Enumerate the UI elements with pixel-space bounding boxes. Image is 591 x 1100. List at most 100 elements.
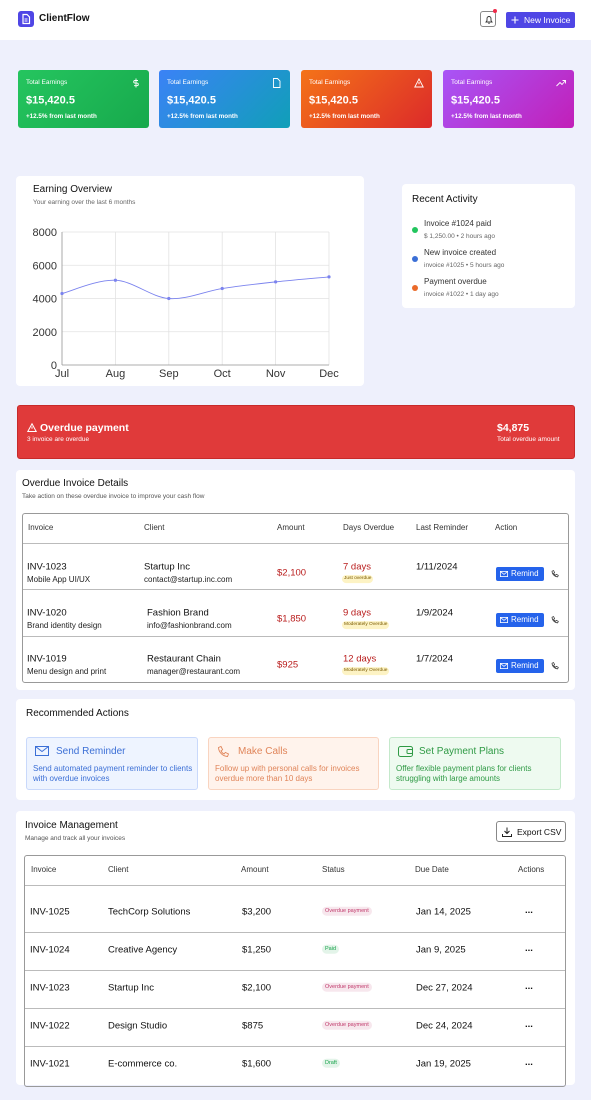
stat-change: +12.5% from last month xyxy=(167,112,238,120)
mail-icon xyxy=(500,571,508,577)
data-point xyxy=(220,286,224,291)
stat-value: $15,420.5 xyxy=(309,94,358,107)
y-tick-label: 8000 xyxy=(33,227,57,239)
section-subtitle: Manage and track all your invoices xyxy=(25,834,126,842)
row-actions[interactable]: ... xyxy=(525,943,533,954)
row-actions[interactable]: ... xyxy=(525,1019,533,1030)
client-name: Startup Inc xyxy=(108,982,154,994)
days-overdue: 7 days xyxy=(343,561,371,573)
overdue-badge: Just overdue xyxy=(342,575,374,583)
stat-card: Total Earnings $15,420.5 +12.5% from last … xyxy=(18,70,149,128)
phone-icon xyxy=(551,570,559,578)
column-header: Client xyxy=(144,523,165,532)
activity-detail: invoice #1025 • 5 hours ago xyxy=(424,261,505,269)
activity-text: New invoice created xyxy=(424,248,497,257)
invoice-table: Invoice Client Amount Status Due Date Actions… xyxy=(24,855,566,1087)
action-title: Make Calls xyxy=(238,746,288,757)
stat-icon xyxy=(133,78,139,88)
action-icon xyxy=(35,746,49,756)
invoice-id: INV-1019 xyxy=(27,653,67,665)
data-point xyxy=(327,275,331,279)
amount: $3,200 xyxy=(242,906,272,918)
stat-label: Total Earnings xyxy=(167,78,209,86)
row-actions[interactable]: ... xyxy=(525,905,533,916)
row-actions[interactable]: ... xyxy=(525,981,533,992)
section-title: Recommended Actions xyxy=(26,708,129,719)
x-tick-label: Aug xyxy=(106,368,126,380)
earning-overview-card: Earning Overview Your earning over the la… xyxy=(16,176,364,386)
row-separator xyxy=(23,543,568,544)
export-label: Export CSV xyxy=(517,826,562,837)
section-subtitle: Take action on these overdue invoice to … xyxy=(22,492,205,500)
activity-dot xyxy=(412,256,418,262)
overdue-details-card: Overdue Invoice Details Take action on th… xyxy=(16,470,575,690)
client-email: contact@startup.inc.com xyxy=(144,575,233,584)
mail-icon xyxy=(500,617,508,623)
stat-change: +12.5% from last month xyxy=(26,112,97,120)
y-tick-label: 4000 xyxy=(33,294,57,306)
line-series xyxy=(61,276,330,300)
stat-label: Total Earnings xyxy=(26,78,68,86)
amount: $1,250 xyxy=(242,944,272,956)
stat-value: $15,420.5 xyxy=(26,94,75,107)
stat-change: +12.5% from last month xyxy=(451,112,522,120)
action-card[interactable]: Set Payment Plans Offer flexible payment … xyxy=(389,737,561,790)
column-header: Due Date xyxy=(415,865,449,874)
x-tick-label: Dec xyxy=(319,368,339,380)
row-separator xyxy=(25,932,565,933)
activity-detail: invoice #1022 • 1 day ago xyxy=(424,290,499,298)
column-header: Action xyxy=(495,523,518,532)
banner-subtitle: 3 invoice are overdue xyxy=(27,435,90,443)
column-header: Invoice xyxy=(28,523,54,532)
action-title: Send Reminder xyxy=(56,746,126,757)
status-badge: Overdue payment xyxy=(322,906,372,916)
phone-icon xyxy=(551,662,559,670)
y-tick-label: 0 xyxy=(51,360,57,372)
column-header: Status xyxy=(322,865,345,874)
banner-title: Overdue payment xyxy=(40,421,129,434)
plus-icon xyxy=(511,16,519,24)
days-overdue: 9 days xyxy=(343,607,371,619)
remind-button[interactable]: Remind xyxy=(496,659,544,673)
action-description: Follow up with personal calls for invoic… xyxy=(215,764,360,783)
activity-title: Recent Activity xyxy=(412,194,478,205)
invoice-description: Brand identity design xyxy=(27,621,102,630)
brand-name: ClientFlow xyxy=(39,13,90,24)
due-date: Jan 19, 2025 xyxy=(416,1058,471,1070)
client-name: Restaurant Chain xyxy=(147,653,221,665)
invoice-description: Menu design and print xyxy=(27,667,107,676)
column-header: Actions xyxy=(518,865,545,874)
new-invoice-button[interactable]: New Invoice xyxy=(506,12,575,28)
logo-icon xyxy=(22,13,31,25)
x-tick-label: Sep xyxy=(159,368,179,380)
remind-button[interactable]: Remind xyxy=(496,613,544,627)
client-email: manager@restaurant.com xyxy=(147,667,241,676)
action-card[interactable]: Make Calls Follow up with personal calls … xyxy=(208,737,379,790)
x-tick-label: Nov xyxy=(266,368,286,380)
stat-label: Total Earnings xyxy=(309,78,351,86)
status-badge: Overdue payment xyxy=(322,982,372,992)
client-name: Fashion Brand xyxy=(147,607,209,619)
invoice-id: INV-1020 xyxy=(27,607,67,619)
invoice-id: INV-1023 xyxy=(27,561,67,573)
action-card[interactable]: Send Reminder Send automated payment remi… xyxy=(26,737,198,790)
header: ClientFlow New Invoice xyxy=(0,0,591,40)
row-actions[interactable]: ... xyxy=(525,1057,533,1068)
row-separator xyxy=(25,970,565,971)
export-button[interactable]: Export CSV xyxy=(496,821,566,842)
last-reminder: 1/11/2024 xyxy=(416,561,458,573)
notification-button[interactable] xyxy=(480,9,497,27)
overdue-badge: Moderately Overdue xyxy=(342,621,390,629)
notification-dot xyxy=(493,9,497,13)
stat-card: Total Earnings $15,420.5 +12.5% from last … xyxy=(443,70,574,128)
chart-title: Earning Overview xyxy=(33,184,112,195)
remind-button[interactable]: Remind xyxy=(496,567,544,581)
activity-text: Payment overdue xyxy=(424,277,487,286)
column-header: Amount xyxy=(277,523,305,532)
stat-card: Total Earnings $15,420.5 +12.5% from last … xyxy=(301,70,432,128)
line-chart: 0 2000 4000 6000 8000 Jul Aug Sep Oct Nov Dec xyxy=(33,227,340,380)
invoice-id: INV-1025 xyxy=(30,906,70,918)
client-email: info@fashionbrand.com xyxy=(147,621,232,630)
amount: $1,600 xyxy=(242,1058,272,1070)
